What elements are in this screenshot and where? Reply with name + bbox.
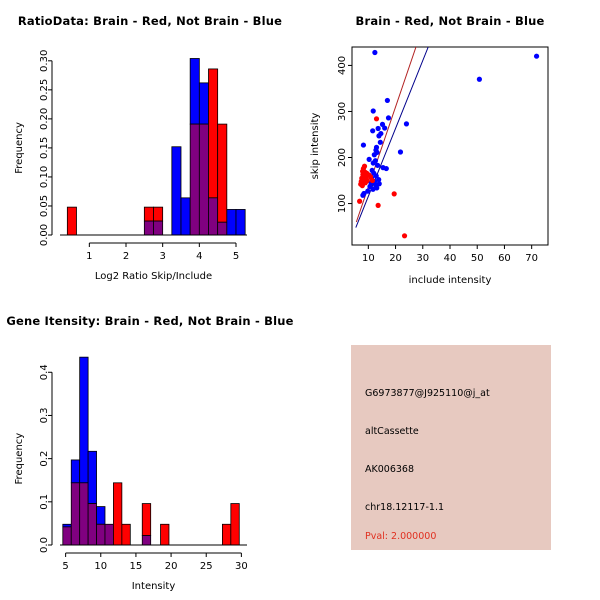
svg-text:2: 2: [123, 251, 129, 262]
svg-text:40: 40: [444, 253, 457, 264]
svg-text:0.20: 0.20: [39, 108, 50, 130]
gene-histogram-canvas: 0.0 0.1 0.2 0.3 0.4 5 10 15 20 25 30 Intensity Frequ…: [14, 356, 248, 592]
gene-info-panel: G6973877@J925110@j_at altCassette AK0063…: [351, 345, 551, 550]
svg-text:200: 200: [337, 148, 348, 167]
svg-text:0.25: 0.25: [39, 79, 50, 101]
gene-histogram-title: Gene Itensity: Brain - Red, Not Brain - …: [6, 314, 294, 328]
info-probe-id: G6973877@J925110@j_at: [365, 388, 490, 399]
svg-text:5: 5: [233, 251, 239, 262]
svg-text:60: 60: [498, 253, 511, 264]
svg-text:1: 1: [86, 251, 92, 262]
info-pval: Pval: 2.000000: [365, 531, 437, 542]
ratio-histogram-canvas: 0.00 0.05 0.10 0.15 0.20 0.25 0.30 1 2 3 4 5 Log2 Ra…: [14, 50, 247, 282]
svg-text:0.30: 0.30: [39, 50, 50, 72]
svg-text:50: 50: [471, 253, 484, 264]
svg-text:300: 300: [337, 102, 348, 121]
info-locus: chr18.12117-1.1: [365, 502, 445, 513]
svg-text:30: 30: [235, 561, 248, 572]
svg-text:100: 100: [337, 194, 348, 213]
svg-text:5: 5: [62, 561, 68, 572]
scatter-canvas: 100 200 300 400 10 20 30 40 50 60 70 include intens…: [310, 46, 549, 286]
panel-ratio-histogram: RatioData: Brain - Red, Not Brain - Blue…: [0, 0, 300, 300]
svg-text:20: 20: [165, 561, 178, 572]
svg-text:10: 10: [362, 253, 375, 264]
svg-text:20: 20: [389, 253, 402, 264]
svg-text:0.0: 0.0: [39, 537, 50, 553]
svg-text:0.4: 0.4: [39, 364, 50, 380]
svg-text:0.05: 0.05: [39, 195, 50, 217]
ratio-histogram-title: RatioData: Brain - Red, Not Brain - Blue: [17, 14, 283, 28]
svg-text:0.15: 0.15: [39, 137, 50, 159]
svg-text:Intensity: Intensity: [132, 581, 176, 592]
svg-text:Frequency: Frequency: [14, 433, 25, 485]
svg-text:0.1: 0.1: [39, 494, 50, 510]
svg-text:10: 10: [94, 561, 107, 572]
svg-text:70: 70: [525, 253, 538, 264]
svg-text:25: 25: [200, 561, 213, 572]
svg-text:Frequency: Frequency: [14, 122, 25, 174]
panel-gene-histogram: Gene Itensity: Brain - Red, Not Brain - …: [0, 300, 300, 600]
svg-text:skip intensity: skip intensity: [310, 113, 321, 180]
svg-text:4: 4: [196, 251, 202, 262]
svg-text:0.3: 0.3: [39, 408, 50, 424]
svg-text:3: 3: [159, 251, 165, 262]
svg-text:15: 15: [130, 561, 143, 572]
svg-text:0.10: 0.10: [39, 166, 50, 188]
svg-text:0.2: 0.2: [39, 451, 50, 467]
svg-text:include intensity: include intensity: [409, 275, 492, 286]
info-event-type: altCassette: [365, 426, 419, 437]
svg-text:400: 400: [337, 56, 348, 75]
info-accession: AK006368: [365, 464, 414, 475]
svg-text:30: 30: [416, 253, 429, 264]
scatter-title: Brain - Red, Not Brain - Blue: [355, 14, 545, 28]
svg-text:0.00: 0.00: [39, 224, 50, 246]
panel-scatter: Brain - Red, Not Brain - Blue 100 200 300 4…: [300, 0, 600, 300]
svg-text:Log2 Ratio Skip/Include: Log2 Ratio Skip/Include: [95, 271, 212, 282]
